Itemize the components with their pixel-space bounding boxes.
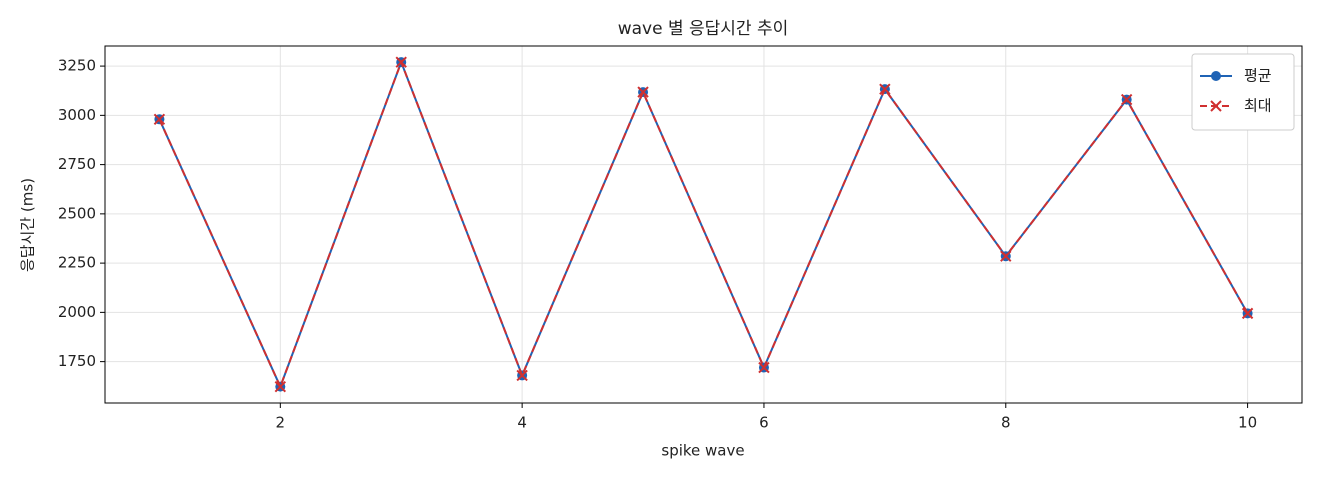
y-tick-label: 2000 [58,303,96,321]
legend-label: 최대 [1244,97,1272,115]
y-tick-label: 1750 [58,352,96,370]
point [758,361,770,374]
x-tick-label: 8 [1001,414,1011,432]
legend-marker [1211,71,1221,81]
point [1000,250,1012,262]
point [1120,93,1133,106]
x-axis-label: spike wave [661,442,744,460]
y-tick-label: 2250 [58,254,96,272]
legend-marker [1210,100,1222,112]
x-tick-label: 6 [759,414,769,432]
y-tick-label: 3250 [58,57,96,75]
point [153,113,166,125]
y-axis-label: 응답시간 (ms) [19,178,37,272]
legend-label: 평균 [1244,67,1272,85]
y-tick-label: 2750 [58,155,96,173]
legend-box [1191,53,1295,131]
point [637,86,649,98]
x-tick-label: 4 [517,414,527,432]
point [879,83,891,95]
point [516,369,528,382]
point [1241,307,1254,320]
x-tick-label: 10 [1238,414,1257,432]
plot-frame [104,45,1303,404]
point [274,380,287,393]
point [395,56,407,68]
y-tick-label: 2500 [58,204,96,222]
series-line [158,59,1249,390]
y-tick-label: 3000 [58,106,96,124]
series-line [158,59,1249,390]
chart-title: wave 별 응답시간 추이 [618,19,789,39]
x-tick-label: 2 [276,414,286,432]
